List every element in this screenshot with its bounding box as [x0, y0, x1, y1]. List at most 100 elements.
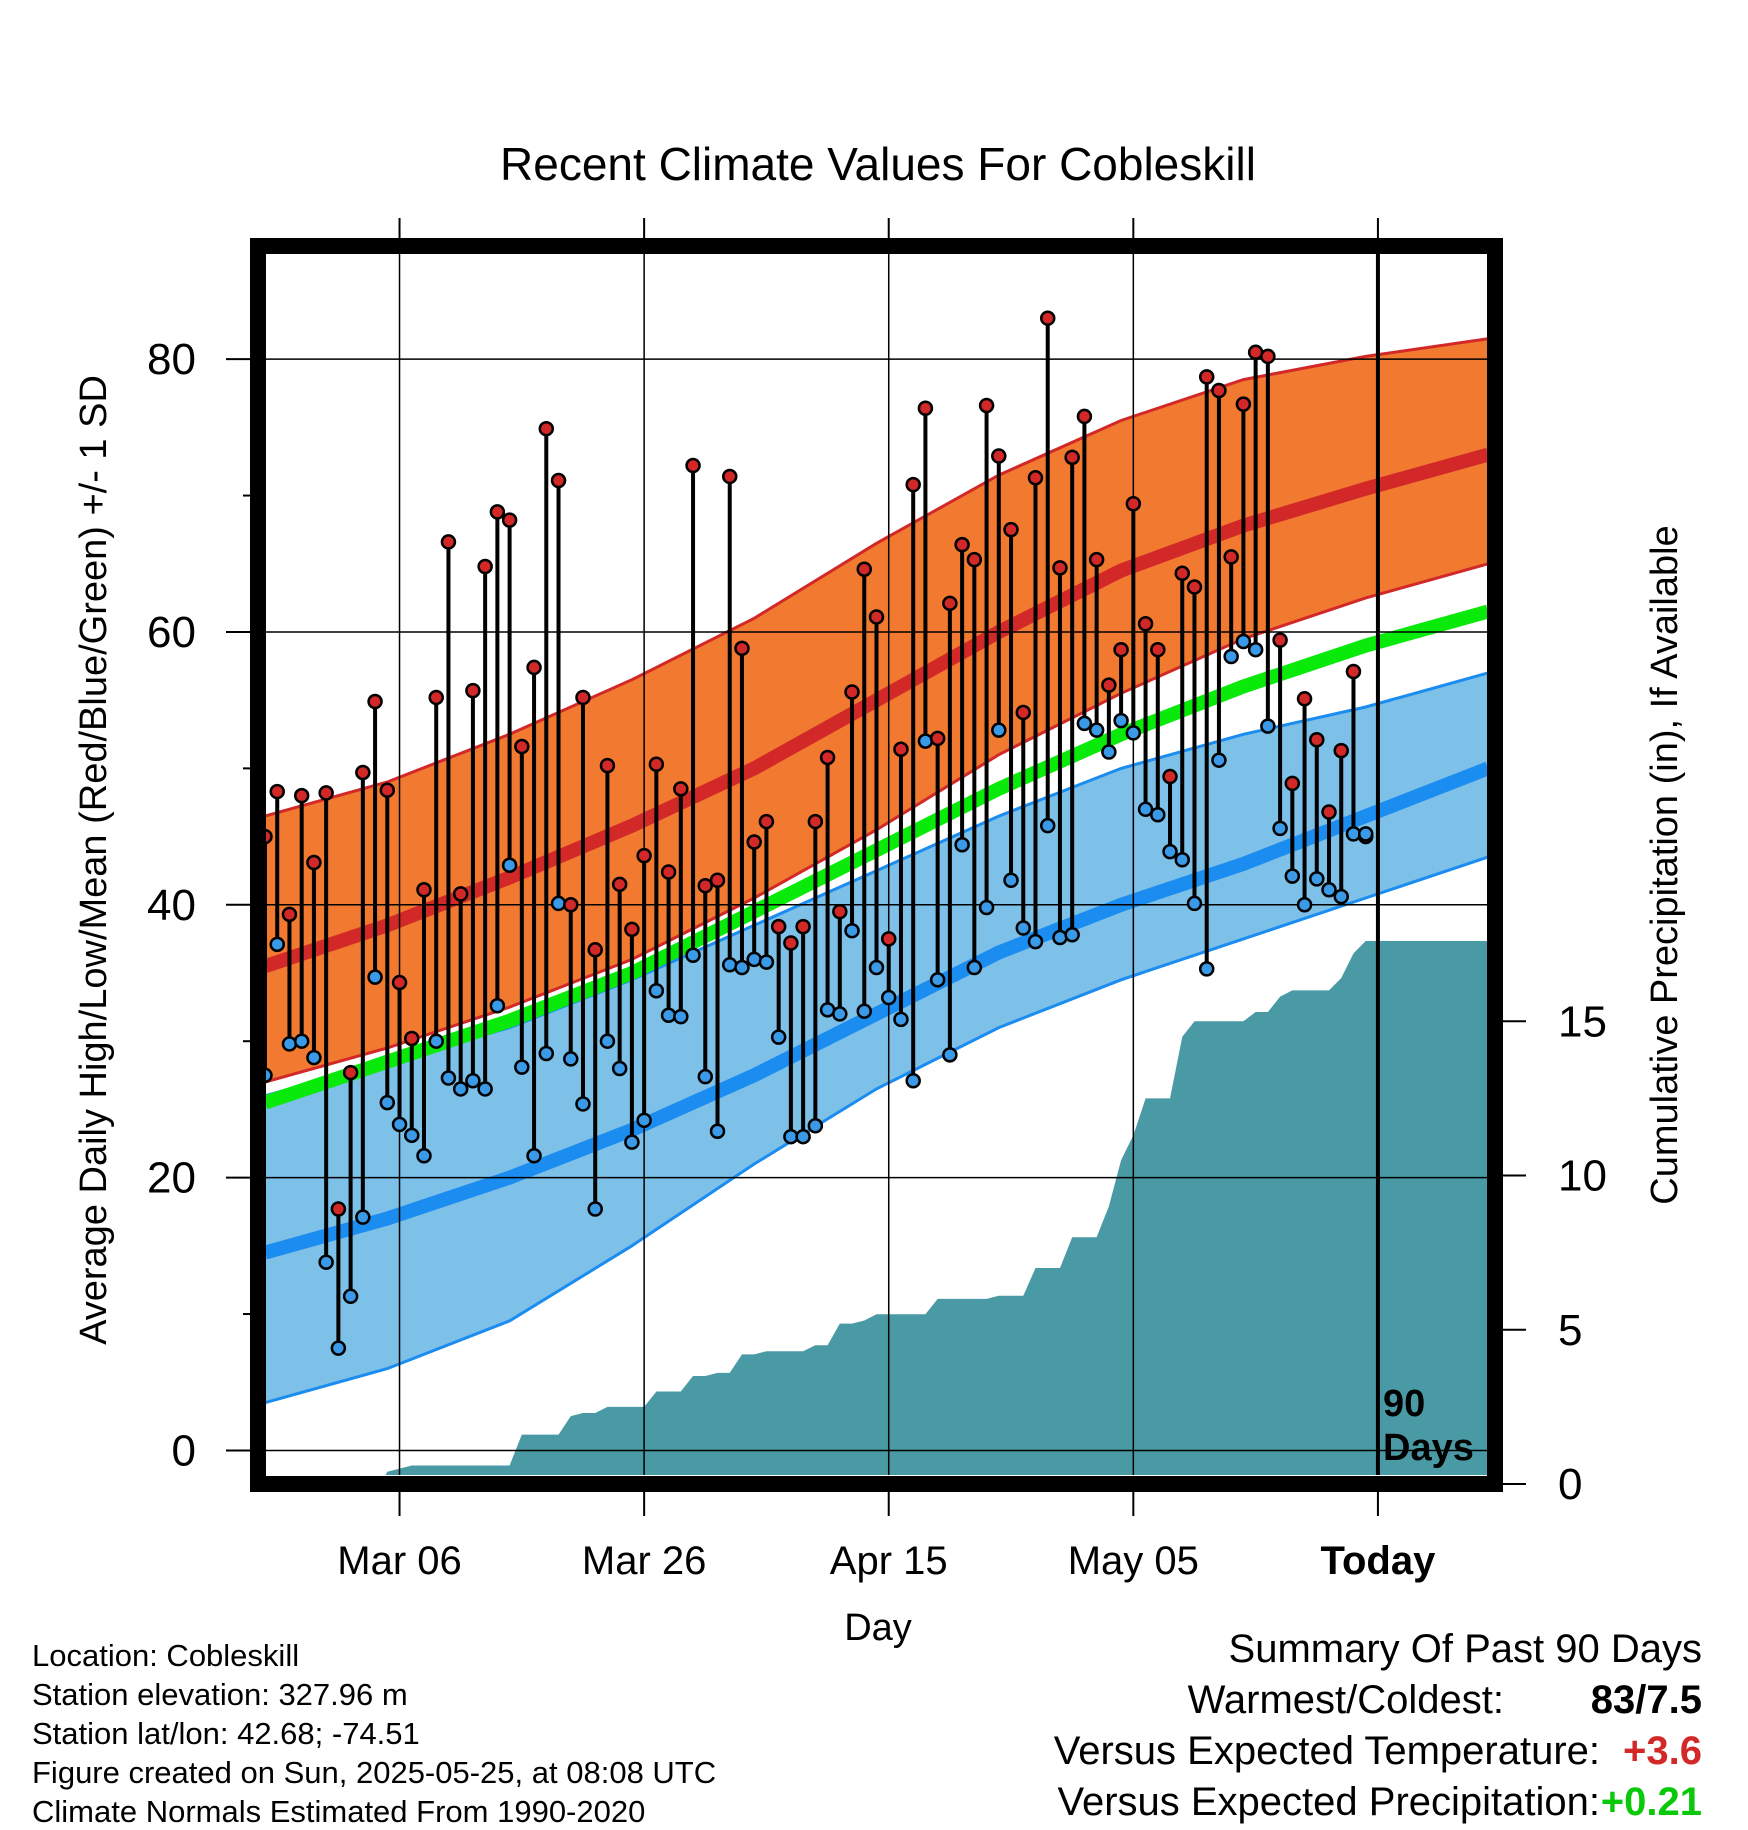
y-tick-label: 40 [147, 881, 196, 930]
daily-low-point [404, 1127, 420, 1144]
daily-low-point [330, 1340, 347, 1356]
summary-title: Summary Of Past 90 Days [1228, 1627, 1702, 1671]
daily-high-point [1235, 396, 1252, 412]
daily-high-point [1174, 565, 1190, 582]
daily-high-point [783, 935, 799, 951]
daily-low-point [587, 1201, 603, 1217]
daily-high-point [770, 918, 787, 935]
daily-low-point [367, 969, 383, 985]
daily-low-point [1223, 648, 1239, 665]
y-tick-label: 80 [147, 335, 196, 384]
daily-low-point [514, 1059, 530, 1075]
daily-low-point [1333, 888, 1349, 905]
daily-high-point [575, 689, 591, 706]
daily-low-point [624, 1134, 640, 1150]
summary-temp-value: +3.6 [1623, 1729, 1702, 1773]
daily-low-point [966, 959, 983, 976]
daily-high-point [318, 785, 334, 801]
daily-low-point [1015, 920, 1032, 936]
daily-high-point [611, 876, 628, 893]
daily-high-point [367, 693, 383, 710]
daily-high-point [1027, 470, 1044, 486]
daily-high-point [1137, 616, 1154, 632]
daily-low-point [599, 1033, 616, 1049]
low-normal-line [265, 761, 1488, 1260]
daily-high-point [819, 749, 836, 766]
summary-precip-label: Versus Expected Precipitation: [1057, 1780, 1600, 1824]
low-lower-line [265, 855, 1488, 1405]
y2-axis-label: Cumulative Precipitation (in), If Availa… [1644, 525, 1686, 1204]
daily-high-point [991, 448, 1007, 464]
daily-high-point [440, 534, 457, 550]
daily-high-point [1015, 704, 1032, 721]
daily-high-point [1101, 677, 1117, 693]
chart-title: Recent Climate Values For Cobleskill [500, 138, 1256, 190]
daily-high-point [660, 864, 677, 880]
daily-low-point [355, 1209, 371, 1225]
daily-low-point [1357, 826, 1374, 842]
daily-high-point [1272, 632, 1288, 648]
daily-low-point [575, 1096, 591, 1112]
x-axis-label: Day [844, 1607, 912, 1649]
daily-high-point [1260, 348, 1276, 365]
x-tick-label: Today [1321, 1539, 1437, 1583]
info-location: Location: Cobleskill [32, 1638, 300, 1673]
daily-low-point [318, 1254, 334, 1270]
daily-low-point [1211, 752, 1227, 768]
daily-low-point [342, 1288, 359, 1305]
daily-low-point [905, 1073, 921, 1089]
daily-low-point [306, 1049, 322, 1066]
daily-high-point [1211, 382, 1227, 399]
daily-high-point [758, 813, 775, 830]
daily-low-point [269, 936, 285, 953]
daily-high-point [599, 757, 616, 774]
daily-high-point [905, 476, 921, 493]
daily-high-point [465, 682, 481, 699]
daily-high-point [1284, 775, 1301, 792]
y-tick-label: 60 [147, 608, 196, 657]
info-created: Figure created on Sun, 2025-05-25, at 08… [32, 1755, 717, 1790]
daily-low-point [1309, 871, 1325, 887]
daily-high-point [917, 400, 934, 416]
daily-high-point [1186, 579, 1203, 595]
daily-high-point [1076, 408, 1093, 425]
daily-high-point [636, 847, 652, 864]
daily-high-point [856, 561, 873, 577]
summary-warm-cold-value: 83/7.5 [1590, 1678, 1702, 1722]
daily-high-point [404, 1030, 420, 1047]
daily-high-point [281, 906, 298, 923]
daily-high-point [929, 730, 946, 747]
daily-high-point [306, 854, 322, 871]
daily-high-point [379, 782, 396, 798]
daily-low-point [428, 1033, 444, 1049]
daily-low-point [440, 1070, 457, 1086]
precip-area [385, 941, 1488, 1475]
daily-low-point [697, 1068, 714, 1085]
daily-low-point [746, 951, 762, 968]
daily-low-point [1321, 882, 1337, 898]
info-normals: Climate Normals Estimated From 1990-2020 [32, 1794, 646, 1829]
daily-high-point [526, 659, 542, 676]
daily-low-point [721, 957, 738, 973]
daily-low-point [416, 1148, 432, 1164]
daily-low-point [942, 1047, 958, 1063]
daily-low-point [1003, 872, 1019, 888]
daily-low-point [648, 982, 665, 999]
daily-high-point [1113, 641, 1129, 658]
daily-high-point [624, 921, 640, 938]
daily-low-point [1125, 725, 1142, 741]
daily-low-point [265, 1067, 273, 1084]
daily-low-point [856, 1003, 873, 1019]
daily-low-point [709, 1123, 726, 1139]
daily-high-point [1296, 691, 1313, 707]
daily-low-point [991, 722, 1007, 738]
daily-high-point [452, 886, 469, 902]
daily-low-point [844, 922, 860, 939]
daily-high-point [1345, 663, 1362, 680]
daily-low-point [929, 972, 946, 988]
daily-low-point [526, 1148, 542, 1164]
daily-low-point [477, 1081, 493, 1097]
daily-high-point [685, 457, 701, 474]
daily-high-point [1309, 731, 1325, 748]
